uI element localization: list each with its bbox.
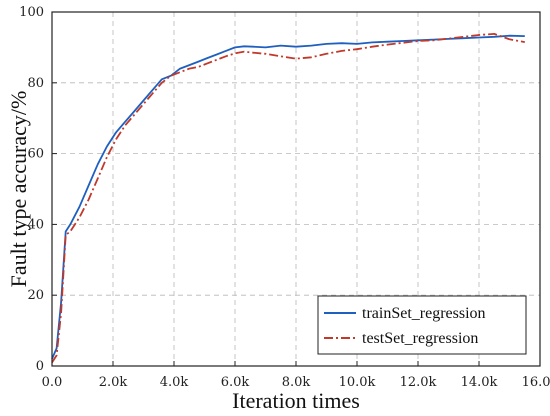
x-tick-label: 4.0k [160, 375, 189, 390]
series-line-trainset [51, 34, 525, 360]
x-axis-title: Iteration times [232, 388, 360, 413]
series-lines [51, 33, 525, 363]
y-tick-label: 60 [27, 147, 44, 162]
y-tick-label: 0 [36, 359, 44, 374]
x-tick-label: 2.0k [99, 375, 128, 390]
x-tick-label: 10.0k [339, 375, 376, 390]
y-tick-label: 80 [27, 76, 44, 91]
grid-lines [52, 12, 540, 366]
legend-label-testset: testSet_regression [362, 330, 478, 347]
x-tick-label: 6.0k [221, 375, 250, 390]
axis-ticks: 0 20 40 60 80 100 0.0 2.0k 4.0k 6.0k 8.0k 10.0k 12.0… [19, 5, 550, 390]
y-tick-label: 100 [19, 5, 44, 20]
legend: trainSet_regression testSet_regression [317, 295, 527, 355]
x-tick-label: 12.0k [400, 375, 437, 390]
series-line-testset [51, 33, 525, 363]
y-axis-title: Fault type accuracy/% [6, 91, 31, 288]
x-tick-label: 8.0k [282, 375, 311, 390]
y-tick-label: 40 [27, 217, 44, 232]
x-tick-label: 0.0 [42, 375, 63, 390]
legend-box [317, 295, 527, 355]
x-tick-label: 14.0k [461, 375, 498, 390]
y-tick-label: 20 [27, 288, 44, 303]
legend-label-trainset: trainSet_regression [362, 305, 486, 322]
x-tick-label: 16.0k [522, 375, 550, 390]
